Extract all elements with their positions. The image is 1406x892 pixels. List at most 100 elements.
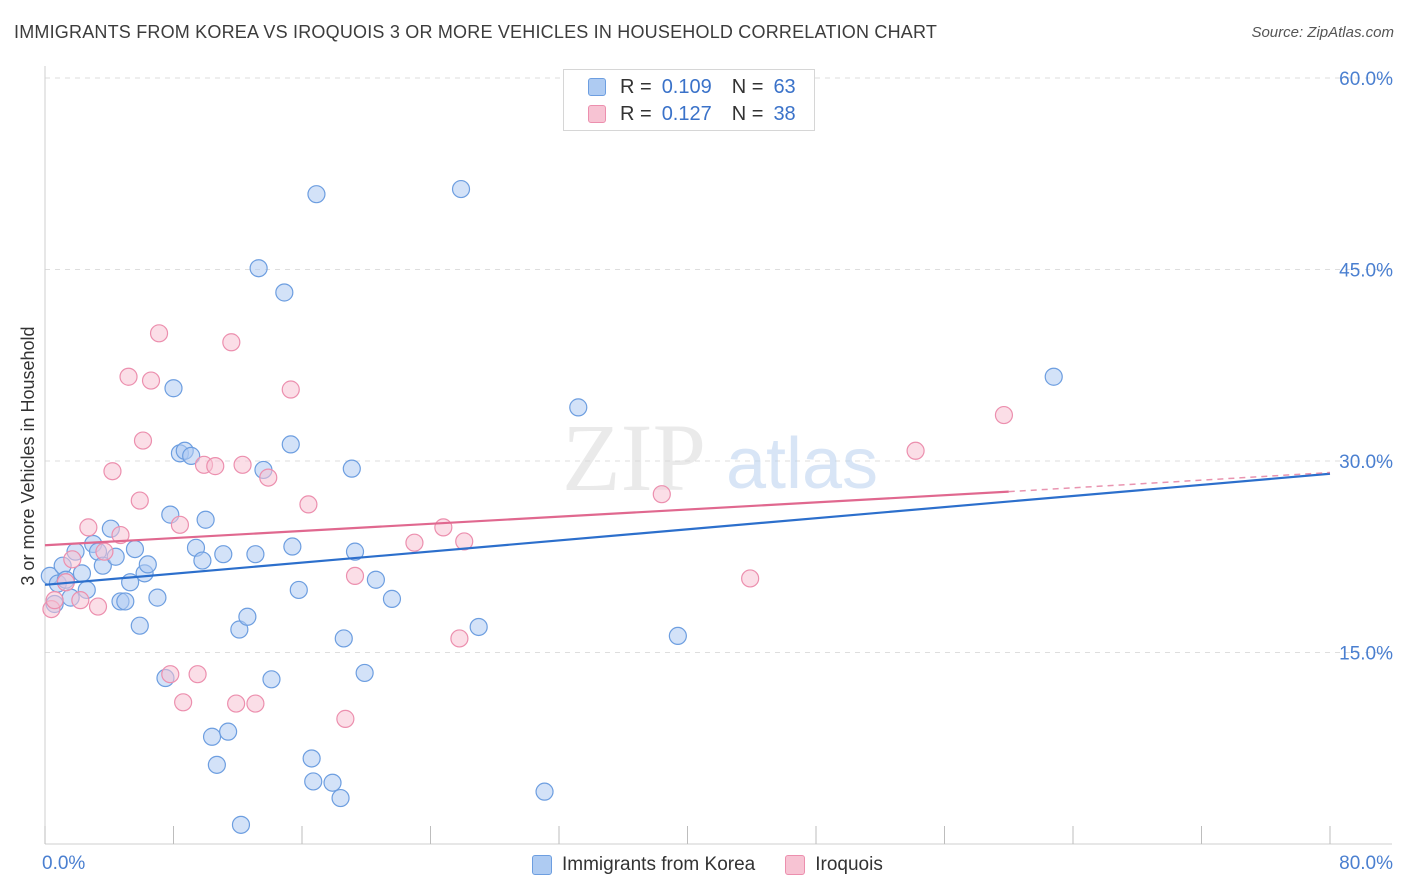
- trend-lines: [44, 471, 1331, 586]
- watermark-atlas: atlas: [726, 424, 878, 504]
- tick-labels: 15.0% 30.0% 45.0% 60.0% 0.0% 80.0%: [42, 69, 1393, 874]
- data-point-iroquois: [188, 665, 207, 684]
- y-axis-label: 3 or more Vehicles in Household: [18, 326, 38, 585]
- data-point-korea: [535, 782, 554, 801]
- data-point-korea: [302, 749, 321, 768]
- y-tick-label: 30.0%: [1339, 452, 1393, 473]
- data-point-iroquois: [222, 333, 241, 352]
- stats-legend-row-iroquois: R = 0.127 N = 38: [588, 102, 796, 126]
- data-point-iroquois: [133, 431, 153, 450]
- data-point-iroquois: [161, 665, 180, 684]
- data-point-iroquois: [336, 709, 355, 728]
- data-point-korea: [289, 580, 308, 600]
- trend-line-iroquois-extension: [1008, 471, 1331, 493]
- data-point-korea: [193, 551, 212, 570]
- data-point-korea: [130, 616, 149, 635]
- data-point-iroquois: [233, 455, 252, 474]
- data-point-iroquois: [281, 380, 300, 399]
- data-point-korea: [196, 510, 215, 529]
- data-point-iroquois: [119, 367, 138, 386]
- n-value: 38: [773, 102, 796, 125]
- data-point-korea: [283, 537, 302, 556]
- data-point-korea: [262, 670, 281, 689]
- trend-line-korea: [44, 472, 1331, 586]
- data-point-iroquois: [149, 324, 169, 343]
- data-point-korea: [668, 626, 687, 646]
- watermark-zip: ZIP: [562, 404, 706, 511]
- data-point-korea: [334, 629, 353, 648]
- data-point-iroquois: [405, 533, 424, 552]
- trend-line-iroquois: [44, 490, 1009, 547]
- data-point-iroquois: [246, 694, 265, 713]
- data-point-korea: [382, 589, 402, 608]
- korea-swatch: [588, 78, 606, 96]
- data-point-iroquois: [994, 405, 1014, 425]
- data-point-korea: [307, 185, 326, 204]
- data-point-iroquois: [88, 597, 108, 616]
- data-point-korea: [249, 259, 268, 278]
- data-point-iroquois: [45, 591, 64, 610]
- data-point-iroquois: [450, 629, 469, 648]
- series-legend: Immigrants from Korea Iroquois: [532, 852, 913, 878]
- data-point-iroquois: [906, 441, 925, 460]
- data-point-iroquois: [345, 566, 365, 586]
- data-point-iroquois: [455, 532, 474, 551]
- data-point-korea: [125, 539, 145, 559]
- data-point-iroquois: [111, 525, 130, 545]
- x-tick-label: 80.0%: [1339, 853, 1393, 874]
- data-point-korea: [275, 283, 294, 302]
- chart-title: IMMIGRANTS FROM KOREA VS IROQUOIS 3 OR M…: [14, 22, 938, 42]
- data-point-korea: [116, 592, 135, 611]
- stats-legend: R = 0.109 N = 63 R = 0.127 N = 38: [563, 69, 815, 131]
- gridlines: [45, 77, 1392, 653]
- r-value: 0.127: [661, 102, 712, 125]
- data-point-iroquois: [741, 569, 760, 588]
- data-point-korea: [323, 773, 342, 792]
- data-point-iroquois: [206, 457, 225, 476]
- data-point-iroquois: [79, 518, 98, 537]
- data-point-korea: [569, 398, 588, 417]
- data-point-korea: [451, 179, 471, 199]
- data-point-korea: [214, 545, 233, 564]
- data-point-iroquois: [652, 485, 671, 504]
- axes: [44, 66, 1392, 845]
- data-point-korea: [238, 607, 257, 626]
- data-point-korea: [281, 435, 300, 454]
- data-point-iroquois: [71, 591, 90, 610]
- y-tick-label: 60.0%: [1339, 69, 1393, 90]
- data-point-korea: [246, 545, 265, 564]
- data-point-iroquois: [63, 550, 82, 569]
- data-point-korea: [148, 588, 167, 607]
- data-point-iroquois: [259, 468, 278, 487]
- series-iroquois-points: [42, 324, 1014, 728]
- legend-item-korea[interactable]: Immigrants from Korea: [532, 854, 755, 876]
- legend-item-iroquois[interactable]: Iroquois: [785, 854, 883, 876]
- data-point-korea: [207, 755, 226, 774]
- source-label: Source: ZipAtlas.com: [1251, 24, 1394, 41]
- data-point-korea: [355, 663, 374, 683]
- n-label: N =: [731, 102, 764, 125]
- data-point-iroquois: [174, 693, 193, 712]
- data-point-korea: [304, 772, 323, 791]
- iroquois-swatch: [785, 855, 806, 875]
- data-point-korea: [342, 459, 361, 478]
- y-tick-label: 45.0%: [1339, 261, 1393, 282]
- legend-label: Immigrants from Korea: [562, 854, 756, 875]
- data-point-korea: [138, 555, 157, 574]
- n-label: N =: [731, 75, 764, 98]
- legend-label: Iroquois: [815, 854, 883, 875]
- data-point-korea: [202, 727, 222, 746]
- data-point-iroquois: [299, 495, 318, 514]
- y-tick-label: 15.0%: [1339, 644, 1393, 665]
- data-point-korea: [219, 722, 238, 741]
- data-point-korea: [469, 617, 488, 637]
- data-point-korea: [182, 446, 201, 465]
- data-point-korea: [231, 815, 251, 834]
- r-label: R =: [620, 102, 652, 125]
- data-point-iroquois: [170, 515, 190, 534]
- data-point-iroquois: [95, 542, 114, 561]
- data-point-korea: [164, 379, 183, 398]
- x-tick-label: 0.0%: [42, 853, 85, 874]
- korea-swatch: [532, 855, 552, 875]
